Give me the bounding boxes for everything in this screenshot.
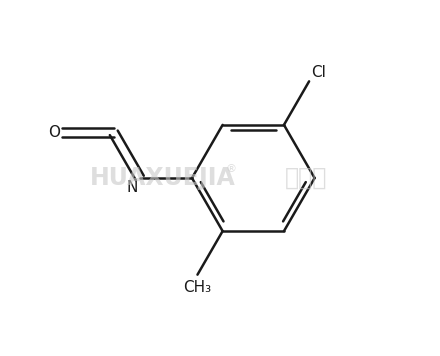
Text: HUAXUEJIA: HUAXUEJIA (90, 166, 236, 190)
Text: N: N (127, 180, 138, 195)
Text: CH₃: CH₃ (183, 280, 212, 295)
Text: ®: ® (225, 164, 236, 174)
Text: Cl: Cl (311, 65, 326, 80)
Text: O: O (48, 125, 60, 140)
Text: 化学加: 化学加 (285, 166, 327, 190)
